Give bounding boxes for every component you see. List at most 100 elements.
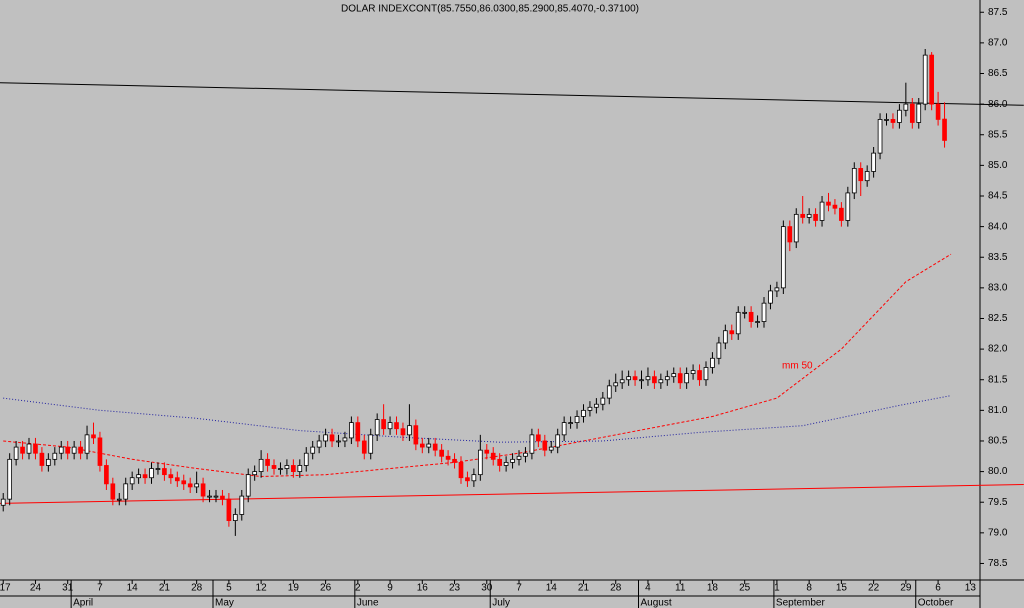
x-tick-label: 18 [707, 583, 719, 594]
candle-body [839, 207, 844, 221]
candle-body [722, 330, 728, 344]
x-tick-label: 21 [159, 583, 171, 594]
candle-body [200, 483, 206, 497]
candle-body [284, 465, 290, 469]
candle-body [445, 455, 451, 460]
candle-body [658, 379, 664, 384]
candle-body [149, 468, 154, 479]
candle-body [851, 168, 857, 194]
candle-body [877, 119, 883, 154]
x-tick-label: 7 [516, 583, 522, 594]
candle-body [458, 462, 464, 479]
candle-body [162, 468, 167, 476]
x-tick-label: 26 [320, 583, 332, 594]
candle-body [806, 213, 812, 218]
candle-body [329, 434, 335, 442]
candle-body [793, 213, 799, 243]
y-tick-label: 83.0 [988, 282, 1008, 293]
candle-body [232, 514, 238, 521]
y-tick-label: 85.0 [988, 160, 1008, 171]
candle-body [935, 103, 941, 120]
month-label: October [918, 598, 954, 608]
candle-body [490, 452, 496, 460]
x-tick-label: 13 [965, 583, 977, 594]
x-tick-label: 30 [481, 583, 493, 594]
candle-body [310, 446, 316, 454]
candle-body [858, 168, 864, 182]
y-tick-label: 84.0 [988, 221, 1008, 232]
candle-body [826, 201, 831, 206]
candle-body [909, 103, 915, 123]
x-tick-label: 23 [449, 583, 461, 594]
candle-body [761, 302, 767, 322]
candle-body [297, 465, 303, 472]
y-tick-label: 87.5 [988, 7, 1008, 18]
candle-body [361, 440, 367, 454]
candle-body [439, 449, 444, 457]
candle-body [922, 54, 928, 105]
x-tick-label: 1 [774, 583, 780, 594]
candle-body [368, 434, 374, 454]
candle-body [897, 109, 902, 123]
candle-body [735, 311, 741, 335]
candle-body [419, 443, 425, 448]
candle-body [884, 119, 889, 121]
candle-body [213, 495, 219, 498]
candle-body [561, 422, 567, 436]
candle-body [0, 498, 6, 506]
candle-body [278, 468, 283, 470]
candle-body [768, 290, 773, 304]
candle-body [226, 498, 232, 521]
candle-body [568, 422, 573, 424]
candle-body [619, 379, 625, 384]
candle-body [484, 449, 490, 454]
candle-body [452, 458, 457, 463]
candle-body [536, 434, 541, 442]
candle-body [316, 440, 322, 448]
candle-body [129, 477, 135, 485]
candle-body [387, 422, 393, 430]
candle-body [845, 192, 851, 221]
x-tick-label: 2 [355, 583, 361, 594]
candle-body [594, 403, 599, 408]
candle-body [606, 385, 612, 399]
y-tick-label: 79.0 [988, 527, 1008, 538]
candle-body [600, 397, 606, 405]
candle-body [252, 471, 258, 476]
y-tick-label: 80.5 [988, 436, 1008, 447]
candle-body [548, 446, 554, 451]
candle-body [813, 213, 818, 221]
candle-body [929, 54, 934, 105]
line [0, 82, 1024, 106]
candle-body [26, 443, 32, 454]
y-tick-label: 86.5 [988, 68, 1008, 79]
x-tick-label: 6 [935, 583, 941, 594]
candle-body [342, 437, 348, 442]
candle-body [426, 443, 432, 448]
candle-body [916, 103, 922, 123]
x-tick-label: 25 [739, 583, 751, 594]
candle-body [336, 440, 341, 443]
candle-body [574, 416, 580, 423]
candle-body [271, 465, 277, 469]
x-tick-label: 5 [226, 583, 232, 594]
candle-body [819, 201, 825, 221]
candle-body [394, 422, 399, 430]
candle-body [123, 483, 129, 500]
candle-body [374, 419, 380, 436]
x-tick-label: 28 [191, 583, 203, 594]
candle-body [33, 443, 38, 454]
candle-body [555, 434, 561, 448]
candle-body [903, 103, 909, 111]
candle-body [703, 367, 709, 381]
candle-body [110, 483, 116, 500]
candle-body [181, 480, 187, 485]
candle-body [510, 458, 515, 463]
x-tick-label: 4 [645, 583, 651, 594]
candle-body [748, 311, 754, 322]
candle-body [58, 446, 64, 454]
y-tick-label: 81.5 [988, 374, 1008, 385]
